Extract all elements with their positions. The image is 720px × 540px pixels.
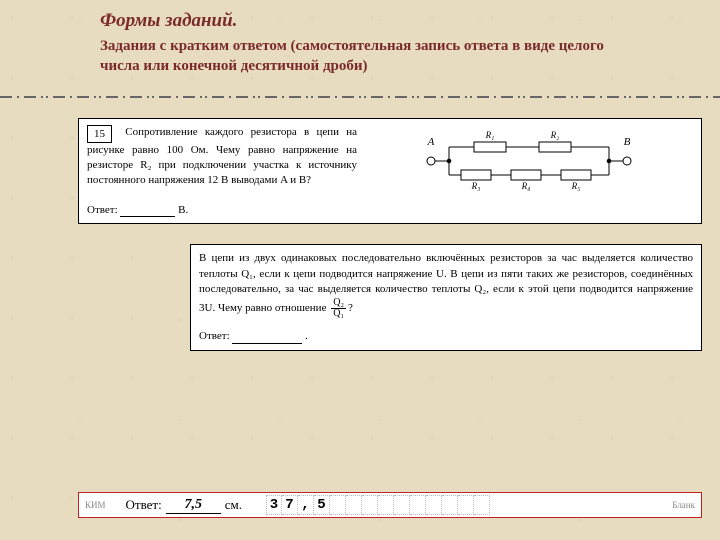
task-2-answer-label: Ответ: (199, 330, 230, 342)
svg-text:B: B (624, 136, 631, 148)
answer-cell (442, 495, 458, 515)
answer-cell: , (298, 495, 314, 515)
task-2-fraction: Q₂ Q₁ (331, 298, 346, 319)
task-2-box: В цепи из двух одинаковых последовательн… (190, 244, 702, 351)
answer-cells: 3 7 , 5 (266, 495, 490, 515)
task-2-frac-num: Q₂ (331, 298, 346, 309)
task-2-frac-den: Q₁ (331, 309, 346, 319)
svg-text:R₁: R₁ (485, 130, 495, 140)
answer-cell (378, 495, 394, 515)
kim-label: КИМ (85, 500, 106, 510)
answer-cell: 7 (282, 495, 298, 515)
svg-text:R₃: R₃ (471, 181, 481, 191)
answer-cell: 3 (266, 495, 282, 515)
task-2-answer-blank (232, 333, 302, 344)
answer-cell (362, 495, 378, 515)
divider-line (0, 95, 720, 99)
answer-cell (330, 495, 346, 515)
svg-text:R₅: R₅ (571, 181, 581, 191)
task-1-answer-unit: В. (178, 204, 188, 216)
svg-text:A: A (427, 136, 435, 148)
task-1-text: 15 Сопротивление каждого резистора в цеп… (87, 125, 357, 197)
answer-value: 7,5 (166, 497, 221, 514)
task-1-answer-blank (120, 206, 175, 217)
page-title: Формы заданий. (100, 10, 620, 32)
answer-cell (474, 495, 490, 515)
page-subtitle: Задания с кратким ответом (самостоятельн… (100, 36, 620, 77)
task-1-box: 15 Сопротивление каждого резистора в цеп… (78, 118, 702, 225)
circuit-diagram: A B R₁ R₂ (365, 125, 693, 197)
answer-label: Ответ: (126, 497, 162, 513)
task-2-after: ? (348, 302, 353, 314)
task-2-answer-line: Ответ: . (199, 329, 693, 344)
answer-cell (410, 495, 426, 515)
svg-text:R₄: R₄ (521, 181, 531, 191)
answer-unit: см. (225, 497, 242, 513)
task-1-answer-label: Ответ: (87, 204, 118, 216)
answer-cell (426, 495, 442, 515)
answer-cell (346, 495, 362, 515)
answer-cell (458, 495, 474, 515)
answer-strip: КИМ Ответ: 7,5 см. 3 7 , 5 Бланк (78, 492, 702, 518)
answer-cell: 5 (314, 495, 330, 515)
task-1-answer-line: Ответ: В. (87, 203, 693, 218)
blank-label: Бланк (672, 500, 695, 510)
svg-text:R₂: R₂ (550, 130, 560, 140)
answer-cell (394, 495, 410, 515)
task-1-body: Сопротивление каждого резистора в цепи н… (87, 126, 357, 187)
task-1-number: 15 (87, 125, 112, 144)
task-2-body: В цепи из двух одинаковых последовательн… (199, 252, 693, 313)
